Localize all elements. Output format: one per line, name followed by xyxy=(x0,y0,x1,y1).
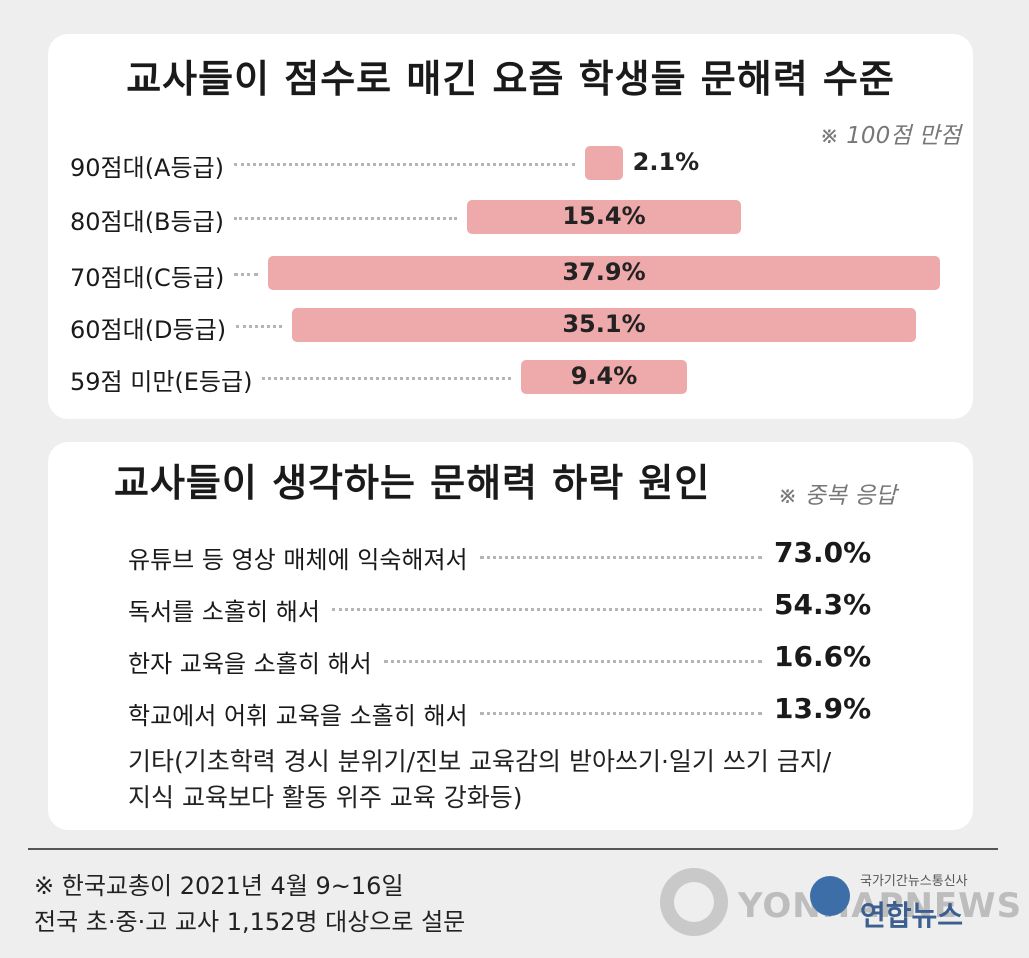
bar-value-label: 37.9% xyxy=(562,258,646,286)
leader-dots xyxy=(479,712,762,715)
other-causes: 기타(기초학력 경시 분위기/진보 교육감의 받아쓰기·일기 쓰기 금지/ 지식… xyxy=(128,744,958,816)
cause-label: 한자 교육을 소홀히 해서 xyxy=(128,650,372,678)
bar-value-label: 35.1% xyxy=(562,310,646,338)
cause-value: 54.3% xyxy=(774,588,872,621)
source-note: ※ 한국교총이 2021년 4월 9~16일 전국 초·중·고 교사 1,152… xyxy=(34,868,465,940)
bar-value-label: 9.4% xyxy=(570,362,638,390)
category-label: 60점대(D등급) xyxy=(70,316,227,344)
cause-value: 16.6% xyxy=(774,640,872,673)
source-line-2: 전국 초·중·고 교사 1,152명 대상으로 설문 xyxy=(34,908,466,936)
bar xyxy=(292,308,916,342)
decline-cause-panel: 교사들이 생각하는 문해력 하락 원인 ※ 중복 응답 유튜브 등 영상 매체에… xyxy=(48,442,973,830)
other-causes-line-1: 기타(기초학력 경시 분위기/진보 교육감의 받아쓰기·일기 쓰기 금지/ xyxy=(128,747,832,776)
leader-dots xyxy=(234,163,576,166)
bar-value-label: 15.4% xyxy=(562,202,646,230)
literacy-level-panel: 교사들이 점수로 매긴 요즘 학생들 문해력 수준 ※ 100점 만점 90점대… xyxy=(48,34,973,419)
leader-dots xyxy=(262,377,511,380)
category-label: 80점대(B등급) xyxy=(70,208,225,236)
logo-korean-name: 연합뉴스 xyxy=(860,899,964,932)
bar xyxy=(267,256,941,290)
leader-dots xyxy=(479,556,762,559)
category-label: 70점대(C등급) xyxy=(70,264,225,292)
logo-word: YONHAPNEWS xyxy=(738,886,1023,926)
leader-dots xyxy=(234,217,458,220)
cause-label: 독서를 소홀히 해서 xyxy=(128,598,320,626)
chart-title: 교사들이 점수로 매긴 요즘 학생들 문해력 수준 xyxy=(126,57,895,101)
yonhap-logo: YONHAPNEWS 국가기간뉴스통신사 연합뉴스 xyxy=(660,868,1023,942)
multiple-response-note: ※ 중복 응답 xyxy=(778,483,897,509)
category-label: 59점 미만(E등급) xyxy=(70,368,253,396)
full-score-note: ※ 100점 만점 xyxy=(819,123,961,149)
logo-subtitle: 국가기간뉴스통신사 xyxy=(860,874,968,889)
logo-mark-icon xyxy=(660,868,728,936)
other-causes-line-2: 지식 교육보다 활동 위주 교육 강화등) xyxy=(128,783,523,812)
bar xyxy=(467,200,741,234)
footer-divider xyxy=(28,848,998,850)
cause-value: 73.0% xyxy=(774,536,872,569)
cause-label: 유튜브 등 영상 매체에 익숙해져서 xyxy=(128,546,468,574)
leader-dots xyxy=(383,660,762,663)
cause-value: 13.9% xyxy=(774,692,872,725)
source-line-1: ※ 한국교총이 2021년 4월 9~16일 xyxy=(34,872,404,900)
leader-dots xyxy=(236,325,283,328)
leader-dots xyxy=(234,273,258,276)
leader-dots xyxy=(331,608,762,611)
category-label: 90점대(A등급) xyxy=(70,154,225,182)
bar xyxy=(585,146,623,180)
bar xyxy=(520,360,688,394)
logo-badge-icon xyxy=(810,876,850,916)
cause-label: 학교에서 어휘 교육을 소홀히 해서 xyxy=(128,702,468,730)
cause-title: 교사들이 생각하는 문해력 하락 원인 xyxy=(114,461,711,505)
bar-value-label: 2.1% xyxy=(632,148,700,176)
